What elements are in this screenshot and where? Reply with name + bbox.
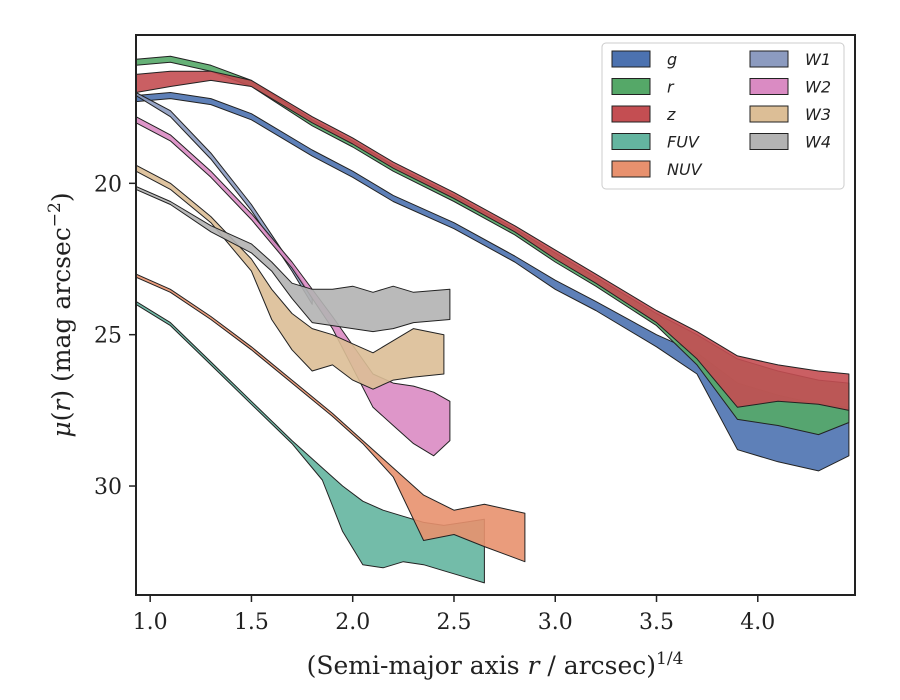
legend-swatch xyxy=(611,160,651,178)
legend-item-fuv: FUV xyxy=(611,133,700,152)
legend-item-w1: W1 xyxy=(749,50,831,69)
x-tick-label: 2.0 xyxy=(335,610,370,635)
x-tick-label: 3.5 xyxy=(639,610,674,635)
legend-swatch xyxy=(749,133,789,150)
legend-item-r: r xyxy=(611,78,675,97)
series-bands xyxy=(136,55,850,584)
legend-label: W4 xyxy=(805,133,831,152)
plot-area xyxy=(135,34,856,596)
x-tick-label: 1.5 xyxy=(234,610,269,635)
legend-label: W2 xyxy=(805,78,831,97)
plot-frame xyxy=(135,34,856,596)
legend-swatch xyxy=(611,133,651,150)
x-axis-title: (Semi-major axis r / arcsec)1/4 xyxy=(307,649,684,680)
legend-label: FUV xyxy=(667,133,700,152)
legend-swatch xyxy=(611,105,651,123)
legend-label: W1 xyxy=(805,50,831,69)
band-w2 xyxy=(136,116,451,457)
x-tick-label: 4.0 xyxy=(740,610,775,635)
y-tick-label: 25 xyxy=(94,324,122,349)
band-w3 xyxy=(136,164,445,390)
legend-item-g: g xyxy=(611,50,677,69)
legend-label: r xyxy=(667,78,675,97)
legend-item-w3: W3 xyxy=(749,105,831,124)
legend-label: W3 xyxy=(805,105,831,124)
y-tick-label: 20 xyxy=(94,172,122,197)
legend-swatch xyxy=(749,105,789,123)
legend-item-nuv: NUV xyxy=(611,160,703,179)
band-fuv xyxy=(136,300,485,584)
legend-swatch xyxy=(611,50,651,68)
legend-swatch xyxy=(749,50,789,68)
legend-item-w4: W4 xyxy=(749,133,831,152)
x-tick-label: 1.0 xyxy=(133,610,168,635)
x-tick-label: 2.5 xyxy=(436,610,471,635)
legend: grz FUV NUV W1 W2 W3 W4 xyxy=(601,42,845,190)
band-w4 xyxy=(136,185,451,333)
band-nuv xyxy=(136,273,526,563)
legend-item-w2: W2 xyxy=(749,78,831,97)
legend-label: NUV xyxy=(667,160,703,179)
legend-swatch xyxy=(749,78,789,95)
band-z xyxy=(136,70,850,411)
x-axis-ticks: 1.0 1.5 2.0 2.5 3.0 3.5 4.0 xyxy=(133,595,775,635)
y-tick-label: 30 xyxy=(94,475,122,500)
legend-item-z: z xyxy=(611,105,676,124)
y-axis-ticks: 20 25 30 xyxy=(94,172,136,500)
legend-label: g xyxy=(667,50,677,69)
x-tick-label: 3.0 xyxy=(538,610,573,635)
band-g xyxy=(136,92,850,472)
legend-label: z xyxy=(666,105,676,124)
legend-swatch xyxy=(611,78,651,95)
y-axis-title: μ(r) (mag arcsec−2) xyxy=(45,192,76,437)
